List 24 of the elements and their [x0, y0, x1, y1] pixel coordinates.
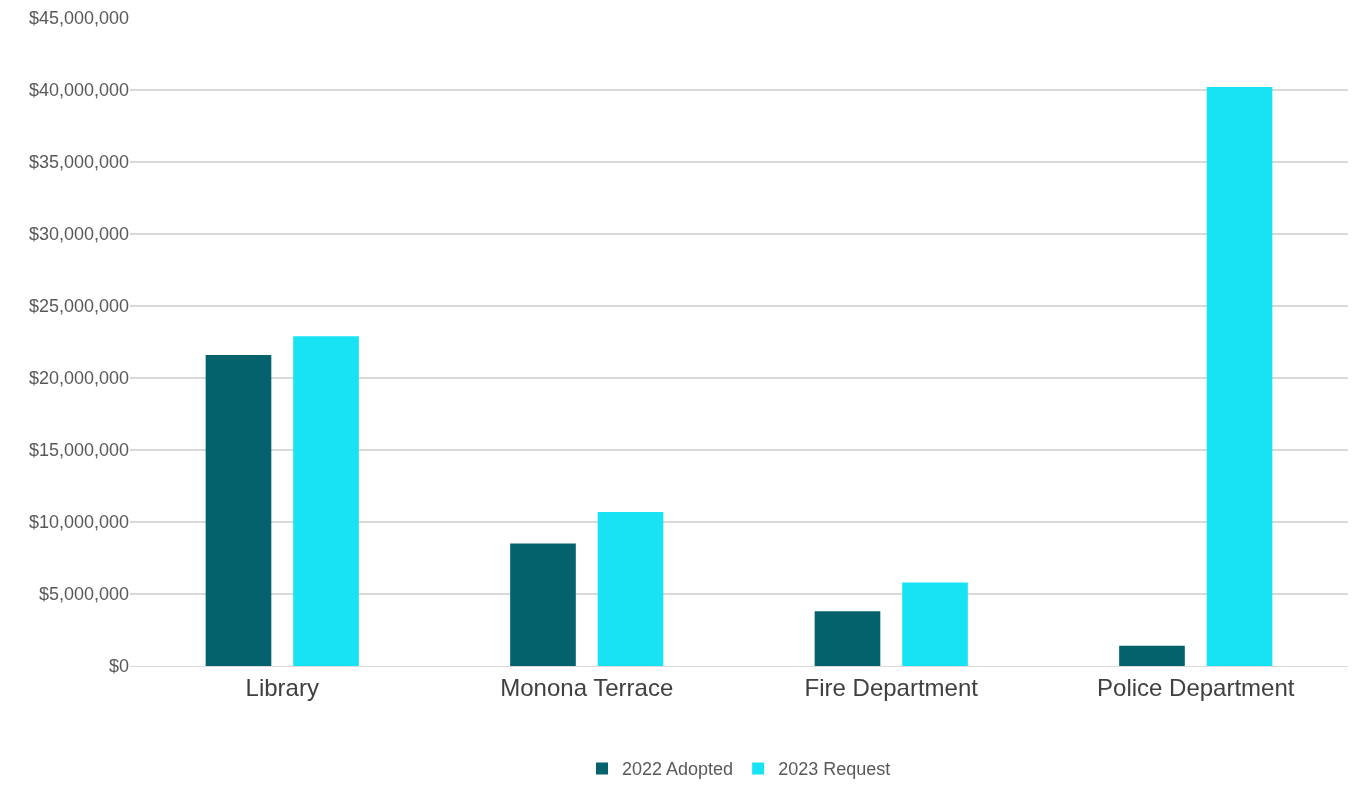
- y-tick-label: $10,000,000: [28, 512, 129, 533]
- bar: [293, 336, 359, 666]
- x-tick-label: Library: [245, 673, 319, 701]
- bar: [1206, 87, 1273, 666]
- x-tick-label: Fire Department: [804, 673, 979, 701]
- y-tick-label: $25,000,000: [28, 296, 129, 317]
- x-tick-label: Monona Terrace: [500, 673, 674, 701]
- y-tick-label: $0: [108, 656, 129, 677]
- y-tick-label: $35,000,000: [28, 152, 129, 173]
- bar: [814, 611, 881, 666]
- bar: [1119, 645, 1185, 666]
- bar: [597, 511, 664, 666]
- y-tick-label: $5,000,000: [38, 584, 129, 605]
- y-tick-label: $15,000,000: [28, 440, 129, 461]
- y-tick-label: $40,000,000: [28, 80, 129, 101]
- bar: [510, 543, 576, 666]
- x-tick-label: Police Department: [1097, 673, 1295, 701]
- y-tick-label: $45,000,000: [28, 8, 129, 29]
- bar: [902, 582, 968, 666]
- legend-label: 2023 Request: [778, 759, 891, 780]
- bar: [205, 354, 272, 666]
- y-tick-label: $20,000,000: [28, 368, 129, 389]
- legend-label: 2022 Adopted: [622, 759, 734, 780]
- y-tick-label: $30,000,000: [28, 224, 129, 245]
